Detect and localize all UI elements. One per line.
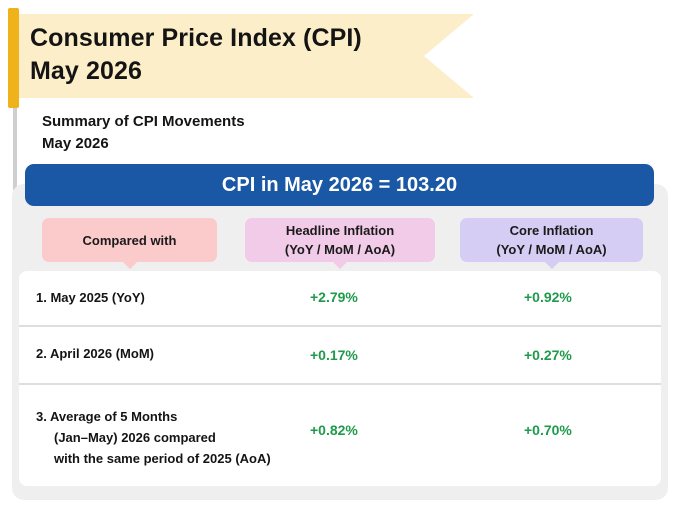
core-value: +0.92% — [524, 289, 572, 305]
section-heading-period: May 2026 — [42, 135, 109, 152]
row-divider — [19, 325, 661, 327]
core-value: +0.70% — [524, 422, 572, 438]
table-row-aoa: 3. Average of 5 Months (Jan–May) 2026 co… — [19, 384, 661, 486]
cpi-value-banner: CPI in May 2026 = 103.20 — [25, 164, 654, 206]
column-header-headline-inflation: Headline Inflation (YoY / MoM / AoA) — [245, 218, 435, 269]
row-divider — [19, 383, 661, 385]
section-heading: Summary of CPI Movements — [42, 113, 245, 130]
row-label-line: with the same period of 2025 (AoA) — [54, 451, 271, 466]
page-title: Consumer Price Index (CPI) — [30, 24, 362, 52]
headline-value: +2.79% — [310, 289, 358, 305]
cpi-table: 1. May 2025 (YoY) +2.79% +0.92% 2. April… — [19, 271, 661, 486]
row-label: 2. April 2026 (MoM) — [36, 346, 154, 361]
column-header-core-inflation: Core Inflation (YoY / MoM / AoA) — [460, 218, 643, 269]
row-label-line: 3. Average of 5 Months — [36, 409, 178, 424]
column-header-compared-with: Compared with — [42, 218, 217, 269]
column-header-label: Core Inflation — [509, 223, 594, 238]
title-banner — [19, 14, 474, 98]
column-header-sublabel: (YoY / MoM / AoA) — [284, 242, 396, 257]
column-header-label: Headline Inflation — [285, 223, 395, 238]
page-title-period: May 2026 — [30, 57, 142, 85]
table-row-yoy: 1. May 2025 (YoY) +2.79% +0.92% — [19, 271, 661, 326]
flag-pole-cap — [8, 8, 19, 108]
table-row-mom: 2. April 2026 (MoM) +0.17% +0.27% — [19, 326, 661, 384]
headline-value: +0.82% — [310, 422, 358, 438]
core-value: +0.27% — [524, 347, 572, 363]
row-label-line: (Jan–May) 2026 compared — [54, 430, 216, 445]
headline-value: +0.17% — [310, 347, 358, 363]
column-header-label: Compared with — [82, 232, 177, 248]
row-label: 3. Average of 5 Months (Jan–May) 2026 co… — [36, 406, 271, 469]
flag-pole — [13, 108, 17, 190]
column-header-sublabel: (YoY / MoM / AoA) — [496, 242, 607, 257]
row-label: 1. May 2025 (YoY) — [36, 290, 145, 305]
